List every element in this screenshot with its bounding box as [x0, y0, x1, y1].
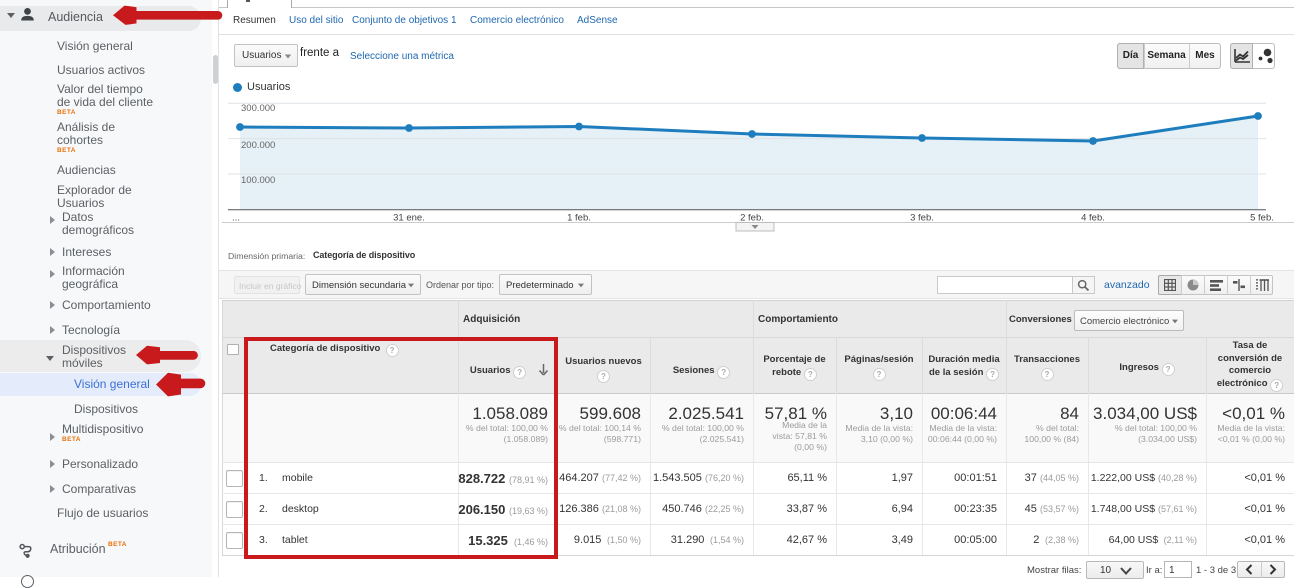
svg-text:2 feb.: 2 feb.: [740, 213, 764, 224]
svg-text:300.000: 300.000: [241, 103, 275, 114]
svg-text:...: ...: [232, 213, 240, 224]
svg-text:5 feb.: 5 feb.: [1250, 213, 1274, 224]
svg-text:1 feb.: 1 feb.: [567, 213, 591, 224]
svg-text:100.000: 100.000: [241, 175, 275, 186]
svg-text:200.000: 200.000: [241, 140, 275, 151]
svg-text:3 feb.: 3 feb.: [910, 213, 934, 224]
svg-text:4 feb.: 4 feb.: [1081, 213, 1105, 224]
svg-text:31 ene.: 31 ene.: [393, 213, 425, 224]
